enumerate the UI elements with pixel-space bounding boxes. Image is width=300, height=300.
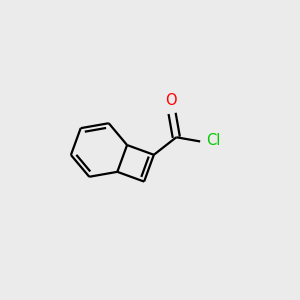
Text: Cl: Cl: [206, 134, 220, 148]
Text: O: O: [165, 93, 176, 108]
